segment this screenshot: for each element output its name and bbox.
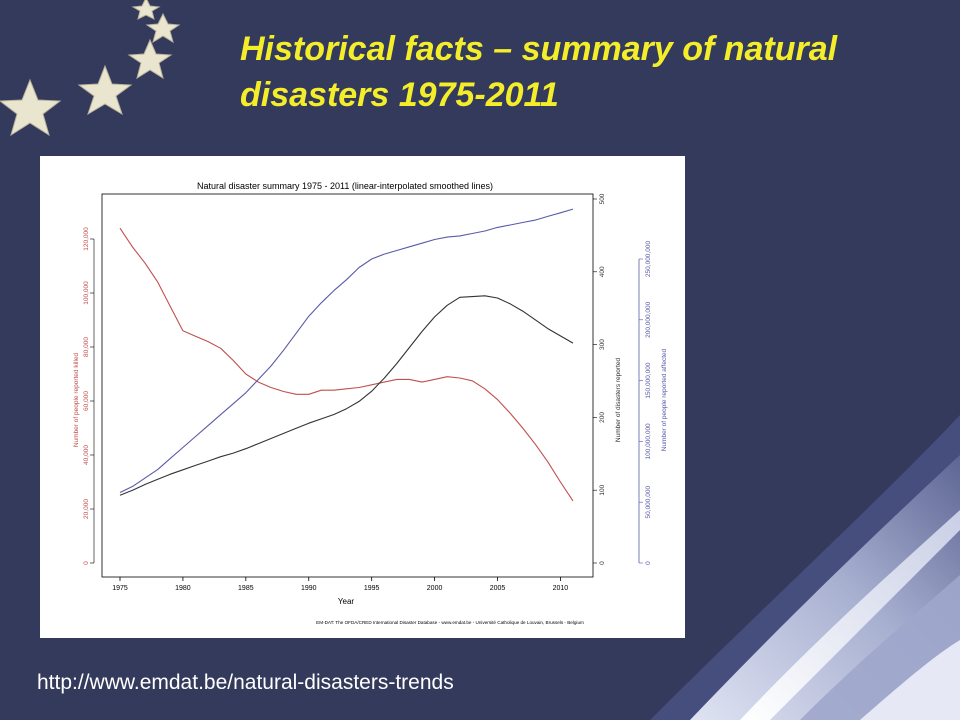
right1-tick-label: 100	[599, 484, 606, 495]
slide-title-line2: disasters 1975-2011	[240, 76, 559, 114]
x-tick-label: 1995	[364, 585, 380, 592]
left-axis-label: Number of people reported killed	[73, 352, 80, 447]
right2-tick-label: 0	[645, 561, 652, 565]
left-tick-label: 60,000	[83, 391, 90, 411]
x-tick-label: 1980	[175, 585, 191, 592]
chart-image: Natural disaster summary 1975 - 2011 (li…	[40, 156, 685, 638]
x-tick-label: 2005	[490, 585, 506, 592]
right1-tick-label: 0	[599, 561, 606, 565]
right1-tick-label: 400	[599, 266, 606, 277]
left-tick-label: 0	[83, 561, 90, 565]
right1-tick-label: 300	[599, 339, 606, 350]
chart-title: Natural disaster summary 1975 - 2011 (li…	[197, 181, 493, 191]
left-tick-label: 120,000	[83, 227, 90, 251]
star-icon	[77, 64, 133, 116]
star-icon	[127, 38, 173, 80]
right2-tick-label: 150,000,000	[645, 362, 652, 399]
right2-tick-label: 200,000,000	[645, 301, 652, 338]
left-tick-label: 100,000	[83, 281, 90, 305]
series-line-killed	[119, 227, 574, 502]
right-axis1-label: Number of disasters reported	[615, 358, 622, 443]
stars-decoration	[0, 0, 181, 137]
x-tick-label: 1985	[238, 585, 254, 592]
plot-frame	[101, 193, 594, 578]
slide-title-line1: Historical facts – summary of natural	[240, 30, 838, 68]
left-tick-label: 20,000	[83, 499, 90, 519]
x-tick-label: 2010	[553, 585, 569, 592]
source-url[interactable]: http://www.emdat.be/natural-disasters-tr…	[37, 671, 454, 694]
star-icon	[145, 12, 181, 44]
x-tick-label: 1975	[112, 585, 128, 592]
right1-tick-label: 500	[599, 193, 606, 204]
slide-title: Historical facts – summary of natural di…	[240, 26, 940, 118]
decorative-swoosh	[650, 415, 960, 720]
left-tick-label: 80,000	[83, 337, 90, 357]
right-axis2-label: Number of people reported affected	[661, 348, 668, 451]
disaster-summary-chart: Natural disaster summary 1975 - 2011 (li…	[73, 181, 668, 625]
series-line-affected	[119, 208, 574, 493]
x-axis-label: Year	[338, 597, 355, 606]
right2-tick-label: 100,000,000	[645, 423, 652, 460]
right2-tick-label: 50,000,000	[645, 486, 652, 519]
right2-tick-label: 250,000,000	[645, 241, 652, 278]
x-tick-label: 2000	[427, 585, 443, 592]
series-line-reported	[119, 295, 574, 496]
x-tick-label: 1990	[301, 585, 317, 592]
left-tick-label: 40,000	[83, 445, 90, 465]
source-note: EM-DAT: The OFDA/CRED International Disa…	[316, 620, 584, 625]
right1-tick-label: 200	[599, 412, 606, 423]
chart-marks: 1975 1980 1985 1990 1995 2000 2005 2010020,0004…	[83, 193, 652, 592]
star-icon	[131, 0, 161, 20]
star-icon	[0, 78, 62, 137]
